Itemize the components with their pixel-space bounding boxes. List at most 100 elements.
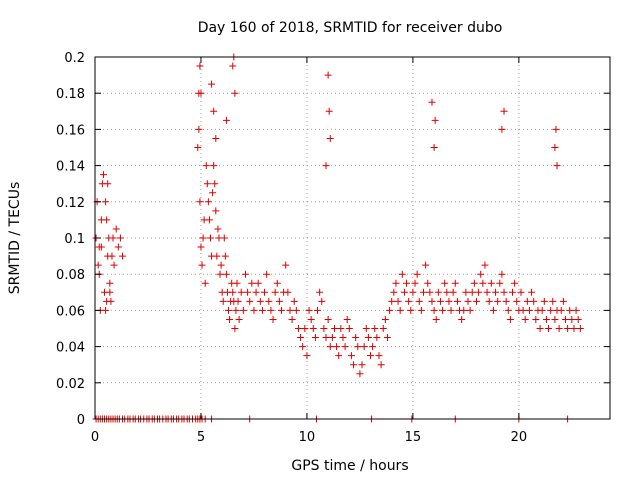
data-point [307,315,315,323]
data-point [470,279,478,287]
data-point [99,171,107,179]
data-point [551,144,559,151]
data-point [398,270,406,278]
data-point [222,116,230,124]
data-point [417,306,425,314]
data-point [288,315,296,323]
data-point [400,288,408,296]
data-point [517,288,525,296]
data-point [220,234,228,242]
data-point [254,279,262,287]
data-point [316,288,324,296]
data-point [226,315,234,323]
data-point [564,325,572,332]
data-point [210,162,218,170]
data-point [396,306,404,314]
data-point [265,297,273,305]
y-tick-label: 0.04 [56,341,85,356]
data-point [110,261,118,269]
data-point [106,279,114,287]
data-point [333,343,341,351]
data-point [434,288,442,296]
data-point [525,306,533,314]
data-point [290,297,298,305]
x-tick-label: 0 [91,430,99,445]
data-point [103,216,111,224]
data-point [219,297,227,305]
data-point [540,297,548,305]
x-axis-label: GPS time / hours [291,458,408,474]
data-point [536,325,544,332]
y-tick-label: 0 [77,413,85,428]
data-point [263,270,271,278]
data-point [341,343,349,351]
data-point [532,315,540,323]
data-point [330,325,338,332]
data-point [209,189,217,197]
data-point [337,325,345,332]
data-point [561,315,569,323]
data-point [481,261,489,269]
data-point [212,134,220,142]
data-point [258,306,266,314]
data-point [373,334,381,342]
data-point [547,306,555,314]
data-point [500,107,508,115]
y-tick-label: 0.16 [56,123,85,138]
data-point [519,306,527,314]
data-point [196,198,204,206]
data-point [356,370,364,378]
x-tick-label: 10 [299,430,316,445]
data-point [208,80,216,88]
data-point [379,325,387,332]
data-point [229,62,237,70]
data-point [502,297,510,305]
y-tick-label: 0.08 [56,268,85,283]
data-point [237,288,245,296]
data-point [203,180,211,188]
data-point [311,334,319,342]
data-point [447,306,455,314]
data-point [204,198,212,206]
data-point [528,288,536,296]
data-point [326,343,334,351]
chart-title: Day 160 of 2018, SRMTID for receiver dub… [198,20,503,36]
y-tick-label: 0.02 [56,377,85,392]
data-point [275,297,283,305]
data-point [299,343,307,351]
data-point [244,288,252,296]
data-point [211,180,219,188]
data-point [221,252,229,260]
data-point [492,288,500,296]
y-axis-label: SRMTID / TECUs [7,182,23,295]
data-point [466,306,474,314]
data-point [347,352,355,360]
data-point [273,279,281,287]
data-point [364,334,372,342]
data-point [424,279,432,287]
y-tick-label: 0.14 [56,160,85,175]
data-point [530,297,538,305]
data-point [261,288,269,296]
data-point [449,288,457,296]
axis-ticks: 0 0.02 0.04 0.06 0.08 0.1 0.12 0.14 0.16 0.18 0.2 0… [56,51,610,445]
data-point [375,352,383,360]
y-tick-label: 0.06 [56,304,85,319]
data-point [451,279,459,287]
data-point [345,325,353,332]
data-point [252,288,260,296]
data-point [498,125,506,133]
data-point [430,144,438,151]
data-point [475,288,483,296]
data-point [294,325,302,332]
data-point [352,334,360,342]
data-point [574,315,582,323]
data-point [369,343,377,351]
data-point [217,261,225,269]
data-point [430,306,438,314]
data-point [453,297,461,305]
data-point [196,62,204,70]
data-point [199,234,207,242]
data-point [197,243,205,251]
data-point [428,297,436,305]
